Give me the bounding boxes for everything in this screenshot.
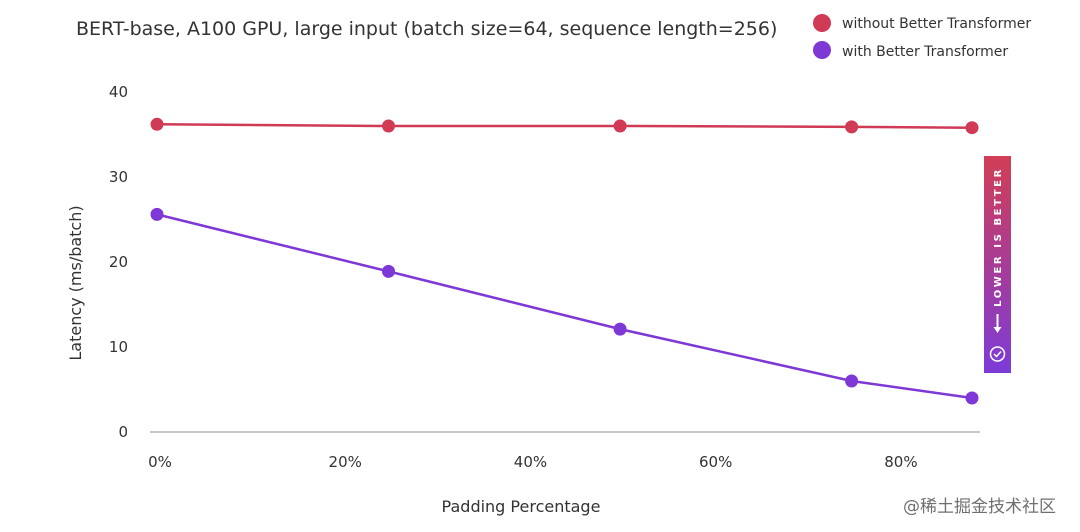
data-point-series-1[interactable] — [150, 207, 164, 221]
check-circle-icon — [989, 346, 1006, 362]
legend-marker-with-better-transformer — [813, 41, 831, 59]
x-axis-ticks: 0% 20% 40% 60% 80% — [148, 453, 917, 471]
x-axis-label: Padding Percentage — [442, 497, 601, 516]
series-layer — [150, 117, 979, 405]
chart-title: BERT-base, A100 GPU, large input (batch … — [76, 18, 777, 40]
x-tick-label: 0% — [148, 453, 172, 471]
y-axis-label: Latency (ms/batch) — [66, 205, 85, 360]
badge-text: LOWER IS BETTER — [993, 167, 1004, 307]
x-tick-label: 20% — [329, 453, 362, 471]
legend-marker-without-better-transformer — [813, 14, 831, 32]
y-axis-ticks: 0 10 20 30 40 — [109, 83, 128, 441]
x-tick-label: 60% — [699, 453, 732, 471]
down-arrow-icon — [993, 314, 1002, 333]
y-tick-label: 20 — [109, 253, 128, 271]
data-point-series-0[interactable] — [845, 120, 859, 134]
data-point-series-0[interactable] — [613, 119, 627, 133]
y-tick-label: 0 — [118, 423, 128, 441]
y-tick-label: 10 — [109, 338, 128, 356]
x-tick-label: 80% — [884, 453, 917, 471]
data-point-series-1[interactable] — [613, 322, 627, 336]
watermark: @稀土掘金技术社区 — [903, 497, 1056, 517]
legend-label-without-better-transformer: without Better Transformer — [842, 16, 1031, 32]
data-point-series-0[interactable] — [965, 121, 979, 135]
legend: without Better Transformer with Better T… — [813, 14, 1031, 60]
data-point-series-1[interactable] — [845, 374, 859, 388]
lower-is-better-badge: LOWER IS BETTER — [984, 156, 1011, 373]
series-line-1 — [156, 213, 973, 400]
y-tick-label: 30 — [109, 168, 128, 186]
y-tick-label: 40 — [109, 83, 128, 101]
data-point-series-0[interactable] — [382, 119, 395, 133]
data-point-series-1[interactable] — [965, 391, 979, 405]
data-point-series-1[interactable] — [382, 264, 395, 278]
data-point-series-0[interactable] — [150, 117, 164, 131]
badge-background — [984, 156, 1011, 373]
x-tick-label: 40% — [514, 453, 547, 471]
legend-label-with-better-transformer: with Better Transformer — [842, 44, 1008, 60]
